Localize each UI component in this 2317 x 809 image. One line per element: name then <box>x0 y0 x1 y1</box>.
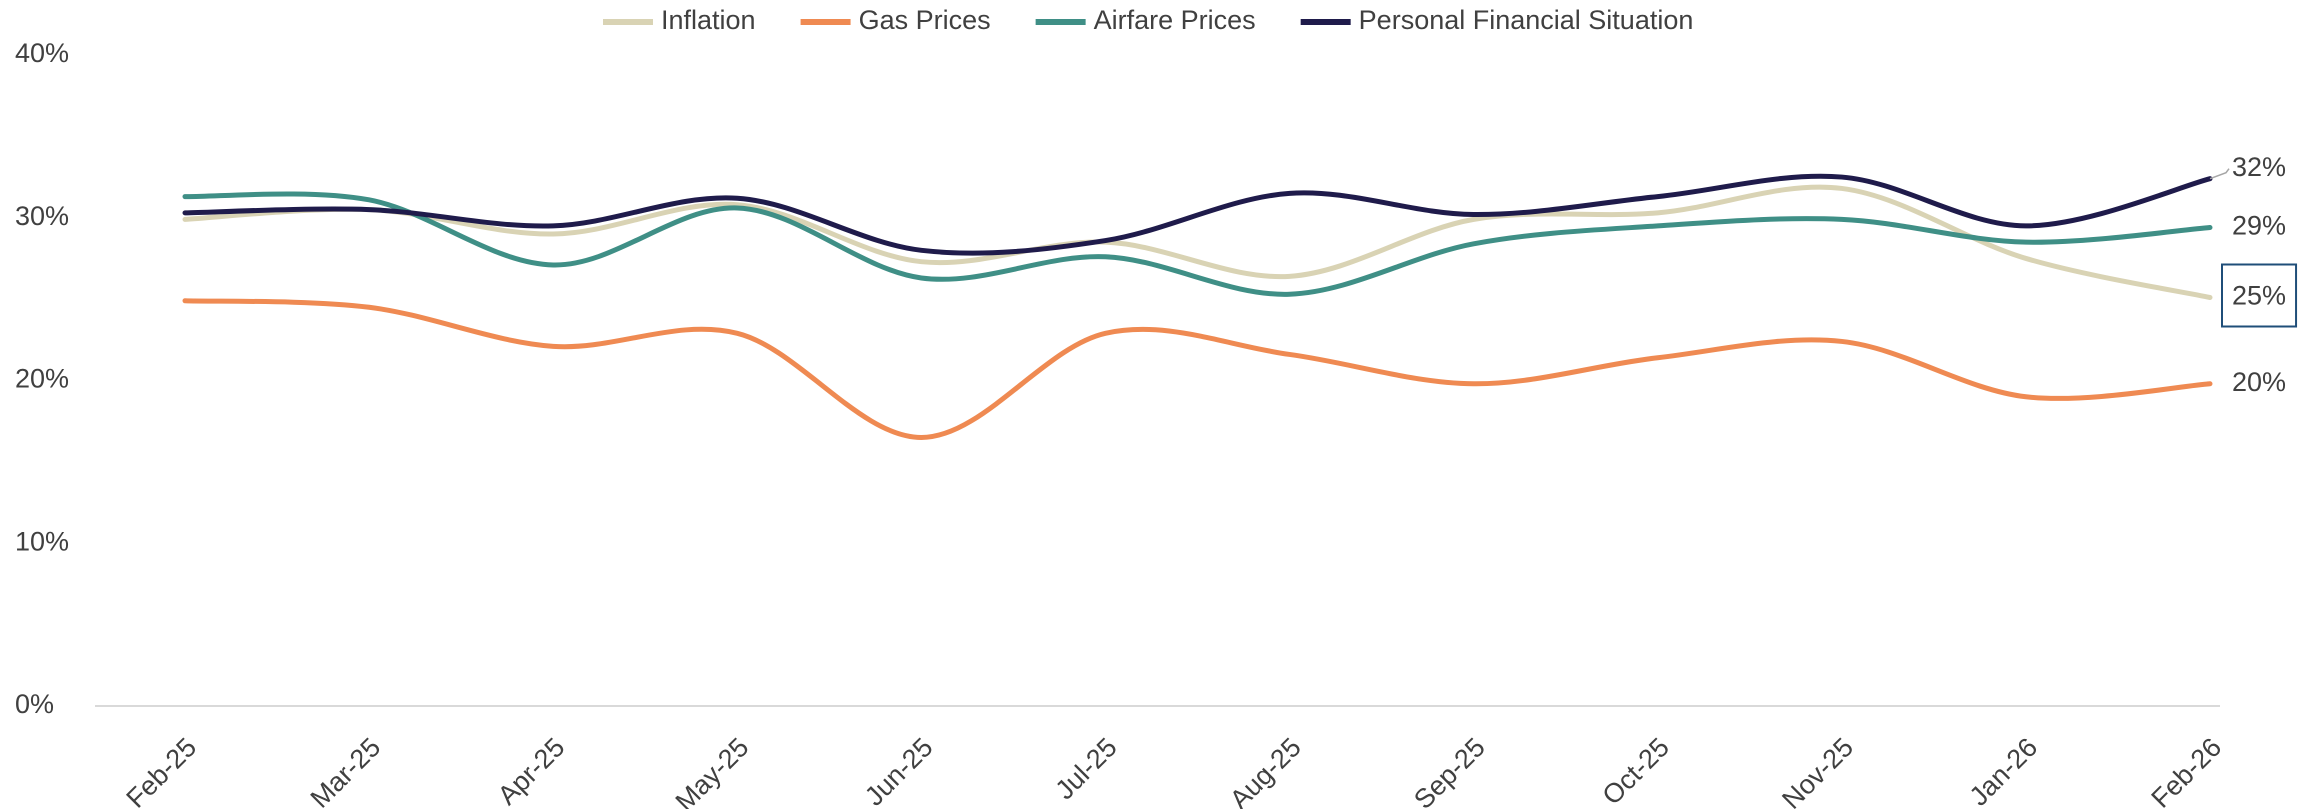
data-label: 32% <box>2232 152 2286 182</box>
x-tick-label: Nov-25 <box>1776 732 1859 809</box>
legend-label: Gas Prices <box>859 5 991 35</box>
x-tick-label: Feb-26 <box>2146 732 2228 809</box>
x-tick-label: Jul-25 <box>1050 732 1123 805</box>
legend-label: Personal Financial Situation <box>1359 5 1694 35</box>
y-tick-label: 10% <box>15 526 69 556</box>
legend-label: Inflation <box>661 5 756 35</box>
x-tick-label: Jun-25 <box>859 732 939 809</box>
x-tick-label: Mar-25 <box>305 732 387 809</box>
x-tick-label: Aug-25 <box>1224 732 1307 809</box>
x-tick-label: Oct-25 <box>1596 732 1675 809</box>
data-label: 25% <box>2232 281 2286 311</box>
y-tick-label: 40% <box>15 38 69 68</box>
line-series <box>182 191 2213 297</box>
x-tick-label: Feb-25 <box>121 732 203 809</box>
x-tick-label: Jan-26 <box>1964 732 2044 809</box>
x-tick-label: May-25 <box>670 732 755 809</box>
x-tick-label: Sep-25 <box>1408 732 1491 809</box>
line-series <box>182 173 2213 256</box>
data-label: 29% <box>2232 211 2286 241</box>
line-series <box>182 298 2213 440</box>
line-series <box>182 184 2213 300</box>
y-tick-label: 20% <box>15 364 69 394</box>
label-box <box>2221 263 2298 328</box>
x-tick-label: Apr-25 <box>492 732 571 809</box>
data-label: 20% <box>2232 367 2286 397</box>
y-tick-label: 30% <box>15 201 69 231</box>
leader-line <box>2209 168 2230 180</box>
y-tick-label: 0% <box>15 689 54 719</box>
legend-label: Airfare Prices <box>1094 5 1256 35</box>
